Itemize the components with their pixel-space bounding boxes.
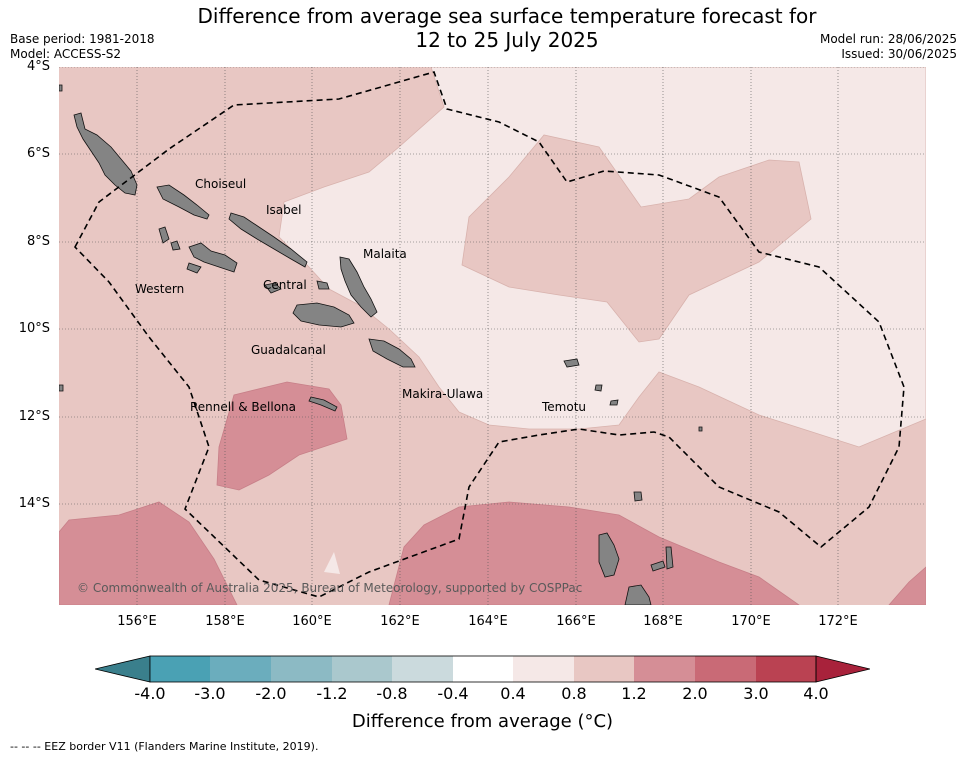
base-period: Base period: 1981-2018 (10, 32, 155, 46)
lon-label-164e: 164°E (468, 614, 508, 629)
region-label-makira-ulawa: Makira-Ulawa (402, 387, 483, 401)
colorbar-bin-8 (574, 656, 634, 682)
lon-label-160e: 160°E (292, 614, 332, 629)
region-label-rennell-bellona: Rennell & Bellona (190, 400, 296, 414)
colorbar-tick-0-8: 0.8 (561, 684, 587, 703)
lon-label-158e: 158°E (205, 614, 245, 629)
ocean-1.2-2.0-central (216, 381, 348, 491)
island-bougainville (73, 112, 138, 196)
colorbar-extend-high (815, 655, 870, 683)
colorbar-tick-0-4: 0.4 (500, 684, 526, 703)
island-espiritu-santo (598, 532, 620, 578)
colorbar-bin-2 (210, 656, 271, 682)
colorbar-extend-low (95, 655, 151, 683)
meta-right: Model run: 28/06/2025 Issued: 30/06/2025 (820, 32, 957, 62)
colorbar-bin-4 (332, 656, 392, 682)
island-russell (264, 282, 282, 294)
lon-label-156e: 156°E (117, 614, 157, 629)
model-run: Model run: 28/06/2025 (819, 32, 957, 46)
island-malaita (339, 256, 378, 318)
region-label-malaita: Malaita (363, 247, 407, 261)
island-guadalcanal (292, 302, 355, 328)
lat-label-12s: 12°S (18, 409, 50, 424)
colorbar-bin-1 (150, 656, 210, 682)
island-isabel (228, 212, 308, 268)
colorbar-tick-1-2: 1.2 (621, 684, 647, 703)
lat-label-14s: 14°S (18, 496, 50, 511)
colorbar-bin-10 (695, 656, 756, 682)
lon-label-172e: 172°E (818, 614, 858, 629)
island-torres (633, 491, 643, 502)
lon-label-166e: 166°E (556, 614, 596, 629)
colorbar-tick-neg3: -3.0 (194, 684, 226, 703)
model-name: Model: ACCESS-S2 (10, 47, 122, 61)
island-florida (316, 280, 330, 290)
colorbar-tick-neg1-2: -1.2 (316, 684, 348, 703)
meta-left: Base period: 1981-2018 Model: ACCESS-S2 (10, 32, 155, 62)
colorbar-bin-11 (756, 656, 816, 682)
colorbar-tick-2: 2.0 (682, 684, 708, 703)
region-label-guadalcanal: Guadalcanal (251, 343, 326, 357)
island-santa-cruz (563, 358, 580, 368)
island-pentecost (624, 584, 652, 605)
colorbar-tick-neg0-4: -0.4 (437, 684, 469, 703)
copyright-credit: © Commonwealth of Australia 2025, Bureau… (77, 581, 582, 595)
ocean-1.2-2.0-southeast (888, 566, 926, 605)
sst-anomaly-map: Choiseul Isabel Malaita Western Central … (59, 67, 926, 605)
colorbar-bin-6 (453, 656, 513, 682)
island-makira (368, 338, 416, 368)
ocean-1.2-2.0-southwest (59, 501, 238, 605)
island-choiseul (156, 184, 210, 220)
region-label-western: Western (135, 282, 184, 296)
island-vella (158, 226, 170, 244)
lat-label-4s: 4°S (26, 59, 50, 74)
colorbar-tick-neg2: -2.0 (255, 684, 287, 703)
colorbar-tick-3: 3.0 (743, 684, 769, 703)
lon-label-162e: 162°E (380, 614, 420, 629)
region-labels: Choiseul Isabel Malaita Western Central … (135, 177, 586, 414)
colorbar-bin-7 (513, 656, 574, 682)
land-masses (59, 84, 703, 605)
chart-title-line1: Difference from average sea surface temp… (197, 4, 817, 28)
ocean-1.2-2.0-south (388, 501, 800, 605)
colorbar-tick-neg4: -4.0 (134, 684, 166, 703)
region-label-isabel: Isabel (266, 203, 301, 217)
graticule (59, 67, 926, 605)
island-small-3 (698, 426, 703, 432)
lat-label-6s: 6°S (26, 146, 50, 161)
island-ambae (650, 560, 666, 572)
colorbar (95, 655, 870, 683)
colorbar-tick-4: 4.0 (803, 684, 829, 703)
region-label-choiseul: Choiseul (195, 177, 246, 191)
colorbar-bin-5 (392, 656, 453, 682)
lat-label-8s: 8°S (26, 234, 50, 249)
eez-footnote: -- -- -- EEZ border V11 (Flanders Marine… (10, 740, 319, 753)
region-label-temotu: Temotu (541, 400, 586, 414)
island-utupua (594, 384, 603, 392)
issued-date: Issued: 30/06/2025 (841, 47, 957, 61)
lon-label-168e: 168°E (643, 614, 683, 629)
island-new-georgia (188, 242, 238, 273)
colorbar-bin-3 (271, 656, 332, 682)
island-kolombangara (170, 240, 181, 251)
region-label-central: Central (263, 278, 307, 292)
island-rendova (186, 262, 202, 274)
island-vanikoro (609, 399, 619, 406)
lat-label-10s: 10°S (18, 321, 50, 336)
colorbar-bin-9 (634, 656, 695, 682)
colorbar-title: Difference from average (°C) (351, 711, 614, 732)
lon-label-170e: 170°E (731, 614, 771, 629)
ocean-0.4-0.8-small (324, 552, 340, 574)
colorbar-frame (149, 655, 817, 683)
island-maewo (665, 546, 674, 570)
island-rennell (308, 396, 338, 412)
colorbar-tick-neg0-8: -0.8 (376, 684, 408, 703)
eez-border (74, 71, 905, 598)
chart-title-line2: 12 to 25 July 2025 (415, 28, 599, 52)
ocean-0.8-1.2-patch (461, 134, 812, 343)
island-small-1 (59, 84, 63, 92)
island-small-2 (59, 384, 64, 392)
